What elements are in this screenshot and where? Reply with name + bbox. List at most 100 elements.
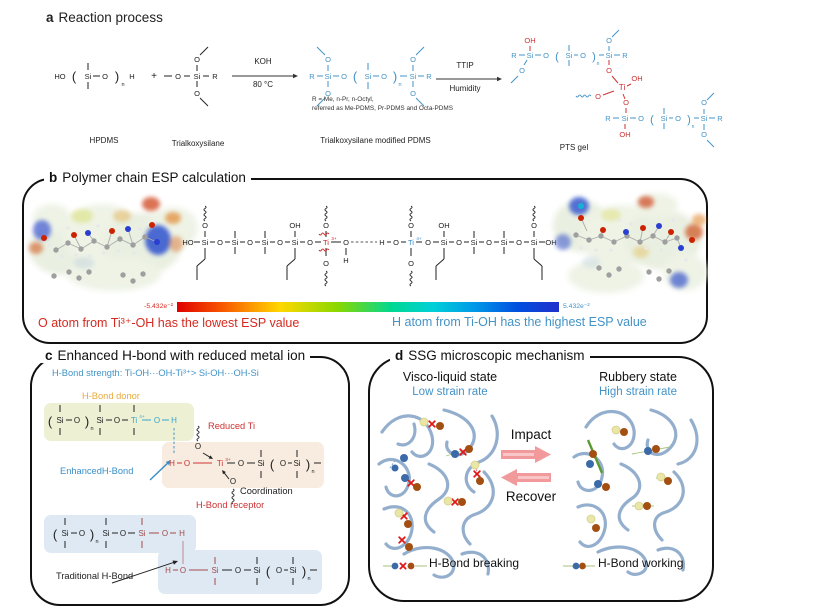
svg-text:(: ( (555, 51, 559, 63)
svg-text:O: O (74, 416, 80, 425)
svg-text:O: O (410, 89, 416, 98)
svg-text:Si: Si (410, 72, 417, 81)
svg-text:Si: Si (701, 114, 708, 123)
svg-text:Si: Si (96, 416, 103, 425)
svg-text:O: O (325, 55, 331, 64)
panel-d-letter: d (395, 348, 404, 363)
svg-text:O: O (323, 221, 329, 230)
panel-b-title-text: Polymer chain ESP calculation (62, 170, 246, 185)
svg-text:R: R (309, 72, 315, 81)
svg-text:Si: Si (262, 238, 269, 247)
arrow2-reagent: TTIP (456, 61, 474, 70)
svg-text:O: O (175, 72, 181, 81)
svg-text:O: O (325, 89, 331, 98)
panel-b-box (22, 178, 708, 344)
svg-text:(: ( (53, 527, 58, 542)
label-hpdms: HPDMS (89, 136, 119, 145)
svg-text:Si: Si (102, 529, 109, 538)
arrow1-reagent: KOH (254, 57, 272, 66)
svg-text:Si: Si (471, 238, 478, 247)
svg-text:O: O (410, 55, 416, 64)
svg-text:O: O (277, 238, 283, 247)
svg-text:O: O (194, 55, 200, 64)
rubbery-state-label: Rubbery state (599, 370, 677, 384)
colorbar-max: 5.432e⁻² (563, 303, 590, 310)
svg-text:O: O (580, 51, 586, 60)
svg-text:3+: 3+ (331, 236, 337, 241)
svg-text:R: R (605, 114, 611, 123)
svg-text:Ti: Ti (217, 459, 224, 468)
svg-text:OH: OH (524, 36, 535, 45)
svg-text:HO: HO (182, 238, 193, 247)
svg-text:): ) (306, 457, 310, 472)
svg-text:Si: Si (289, 566, 296, 575)
svg-text:O: O (516, 238, 522, 247)
svg-text:H: H (169, 459, 175, 468)
legend-breaking-label: H-Bond breaking (429, 556, 520, 570)
enhanced-hbond-label: EnhancedH-Bond (60, 466, 134, 476)
svg-text:HO: HO (54, 72, 65, 81)
svg-text:O: O (543, 51, 549, 60)
polymer-chain-structure: HO Si O Si O Si O Si O Ti 3+ OHH O Ti 4+ O Si O Si O Si O Si OH… (182, 205, 557, 287)
svg-text:Si: Si (56, 416, 63, 425)
legend-working-label: H-Bond working (598, 556, 684, 570)
svg-text:Si: Si (566, 51, 573, 60)
reduced-ti-label: Reduced Ti (208, 421, 256, 431)
svg-text:Ti: Ti (408, 238, 414, 247)
svg-text:): ) (85, 414, 89, 429)
svg-text:Ti: Ti (323, 238, 329, 247)
esp-surface-right (553, 193, 707, 293)
svg-text:(: ( (353, 69, 358, 84)
svg-text:O: O (408, 259, 414, 268)
svg-text:n: n (95, 539, 98, 545)
svg-text:Si: Si (138, 529, 145, 538)
panel-b-title: b Polymer chain ESP calculation (44, 170, 251, 185)
esp-colorbar (177, 302, 559, 312)
svg-text:Si: Si (194, 72, 201, 81)
svg-text:OH: OH (438, 221, 449, 230)
svg-text:O: O (456, 238, 462, 247)
svg-text:Si: Si (622, 114, 629, 123)
panel-d-title: d SSG microscopic mechanism (390, 348, 590, 363)
svg-text:OH: OH (631, 74, 642, 83)
svg-text:O: O (701, 130, 707, 139)
svg-text:(: ( (270, 457, 275, 472)
svg-text:O: O (595, 92, 601, 101)
svg-text:3+: 3+ (225, 457, 231, 463)
svg-text:n: n (307, 576, 310, 582)
low-strain-rate-label: Low strain rate (412, 386, 488, 398)
svg-text:O: O (519, 66, 525, 75)
svg-text:): ) (302, 564, 306, 579)
svg-text:O: O (623, 98, 629, 107)
svg-text:Ti: Ti (131, 416, 138, 425)
svg-text:O: O (194, 89, 200, 98)
svg-text:R: R (511, 51, 517, 60)
network-rubbery (572, 408, 699, 576)
svg-text:): ) (90, 527, 94, 542)
svg-text:n: n (597, 61, 600, 67)
svg-text:O: O (638, 114, 644, 123)
svg-text:O: O (531, 221, 537, 230)
svg-text:O: O (154, 416, 160, 425)
hbond-working-icon (563, 562, 595, 570)
label-pts-gel: PTS gel (559, 143, 589, 152)
svg-text:R: R (212, 72, 218, 81)
svg-text:4+: 4+ (416, 236, 422, 241)
panel-c-title-text: Enhanced H-bond with reduced metal ion (57, 348, 306, 363)
svg-text:O: O (425, 238, 431, 247)
svg-text:O: O (606, 36, 612, 45)
hbond-strength-note: H-Bond strength: Ti-OH···OH-Ti³⁺> Si-OH·… (52, 368, 259, 378)
svg-text:O: O (343, 238, 349, 247)
label-modified-pdms: Trialkoxysilane modified PDMS (320, 136, 431, 145)
svg-text:O: O (341, 72, 347, 81)
svg-text:H: H (171, 416, 177, 425)
svg-text:H: H (165, 566, 171, 575)
svg-text:n: n (692, 124, 695, 130)
svg-text:n: n (311, 469, 314, 475)
svg-text:O: O (606, 66, 612, 75)
svg-text:Si: Si (292, 238, 299, 247)
high-strain-rate-label: High strain rate (599, 386, 677, 398)
svg-text:H: H (343, 256, 348, 265)
